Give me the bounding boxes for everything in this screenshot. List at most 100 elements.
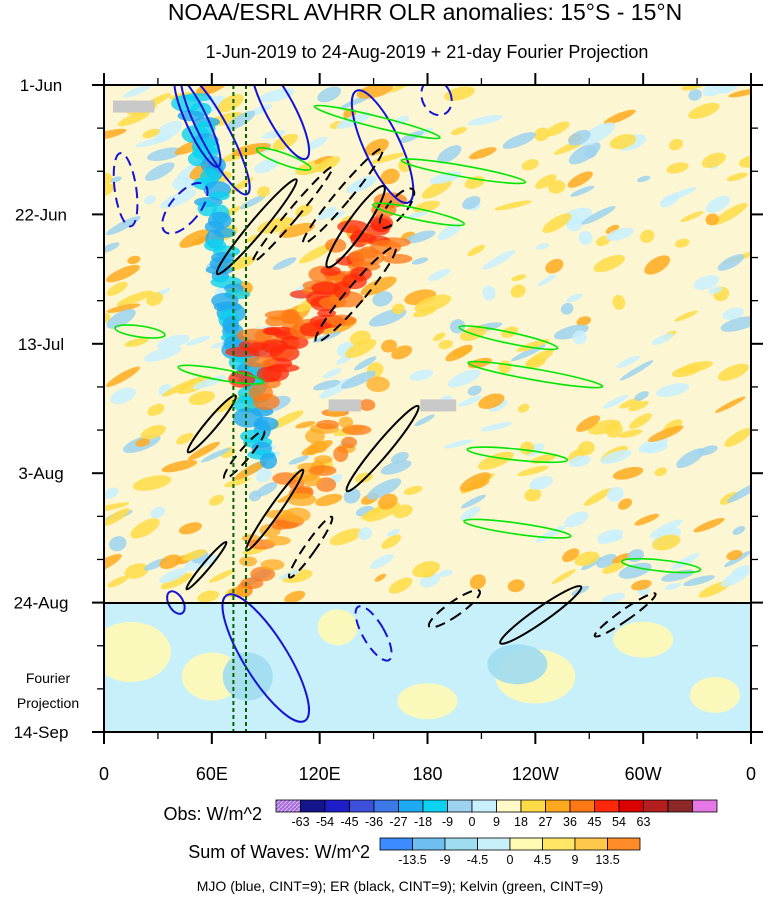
anomaly-patch bbox=[661, 187, 697, 203]
y-tick-label: 1-Jun bbox=[20, 76, 63, 95]
anomaly-patch bbox=[358, 399, 376, 411]
anomaly-patch bbox=[603, 109, 636, 125]
obs-color-box bbox=[594, 799, 620, 813]
waves-color-box bbox=[412, 837, 446, 851]
anomaly-patch bbox=[309, 441, 328, 453]
anomaly-patch bbox=[329, 528, 363, 546]
anomaly-patch bbox=[688, 102, 720, 119]
anomaly-patch bbox=[245, 234, 261, 243]
projection-label-line-1: Fourier bbox=[26, 670, 71, 686]
obs-level-label: 27 bbox=[539, 815, 553, 829]
anomaly-patch bbox=[104, 487, 119, 499]
anomaly-patch bbox=[299, 322, 325, 337]
anomaly-patch bbox=[638, 436, 668, 453]
anomaly-patch bbox=[482, 250, 516, 270]
obs-color-box bbox=[618, 799, 644, 813]
anomaly-patch bbox=[244, 356, 276, 368]
anomaly-patch bbox=[683, 575, 715, 587]
anomaly-patch bbox=[109, 536, 127, 552]
obs-level-label: 54 bbox=[612, 815, 626, 829]
projection-label-line-2: Projection bbox=[17, 695, 79, 711]
anomaly-patch bbox=[507, 579, 525, 593]
anomaly-patch bbox=[217, 94, 244, 113]
anomaly-patch bbox=[317, 206, 337, 221]
anomaly-patch bbox=[619, 360, 654, 381]
anomaly-patch bbox=[428, 268, 451, 282]
anomaly-patch bbox=[257, 186, 270, 198]
anomaly-patch bbox=[326, 314, 357, 327]
er-contour bbox=[302, 147, 385, 245]
waves-level-label: -13.5 bbox=[398, 853, 427, 867]
obs-color-box bbox=[398, 799, 424, 813]
anomaly-patch bbox=[370, 152, 406, 164]
anomaly-patch bbox=[135, 438, 150, 447]
anomaly-patch bbox=[566, 217, 584, 232]
x-tick-label: 60W bbox=[625, 764, 662, 784]
anomaly-patch bbox=[178, 522, 202, 535]
anomaly-patch bbox=[535, 525, 567, 543]
anomaly-patch bbox=[182, 549, 207, 561]
obs-level-label: -9 bbox=[442, 815, 453, 829]
anomaly-patch bbox=[524, 488, 542, 502]
anomaly-patch bbox=[323, 368, 342, 379]
anomaly-patch bbox=[634, 513, 659, 526]
anomaly-patch bbox=[551, 569, 576, 585]
anomaly-patch bbox=[511, 274, 527, 282]
anomaly-patch bbox=[357, 527, 373, 540]
obs-color-box bbox=[569, 799, 595, 813]
anomaly-patch bbox=[631, 579, 652, 591]
anomaly-patch bbox=[338, 416, 354, 428]
obs-level-label: 0 bbox=[469, 815, 476, 829]
mjo-contour bbox=[180, 85, 251, 196]
obs-color-box bbox=[667, 799, 693, 813]
anomaly-patch bbox=[159, 554, 182, 570]
obs-color-box bbox=[373, 799, 399, 813]
anomaly-patch bbox=[713, 202, 748, 225]
anomaly-patch bbox=[279, 222, 315, 238]
anomaly-patch bbox=[295, 421, 316, 429]
anomaly-patch bbox=[517, 465, 549, 477]
er-contour bbox=[222, 429, 266, 480]
waves-level-label: 0 bbox=[507, 853, 514, 867]
obs-color-box bbox=[496, 799, 522, 813]
anomaly-patch bbox=[412, 561, 440, 578]
anomaly-patch bbox=[701, 152, 726, 168]
anomaly-patch bbox=[467, 114, 503, 126]
anomaly-patch bbox=[313, 379, 341, 391]
x-tick-label: 0 bbox=[746, 764, 756, 784]
er-contour bbox=[345, 404, 420, 493]
anomaly-patch bbox=[341, 436, 357, 449]
anomaly-patch bbox=[601, 592, 626, 604]
anomaly-patch bbox=[467, 385, 482, 396]
anomaly-patch bbox=[200, 447, 231, 463]
anomaly-patch bbox=[315, 493, 343, 507]
anomaly-patch bbox=[261, 129, 286, 139]
anomaly-patch bbox=[106, 216, 141, 236]
anomaly-patch bbox=[568, 129, 591, 146]
obs-color-box bbox=[447, 799, 473, 813]
anomaly-patch bbox=[370, 554, 394, 569]
anomaly-patch bbox=[602, 394, 629, 409]
waves-level-label: -4.5 bbox=[467, 853, 489, 867]
anomaly-patch bbox=[719, 85, 738, 94]
anomaly-patch bbox=[437, 223, 462, 241]
anomaly-patch bbox=[666, 162, 689, 174]
chart-title: NOAA/ESRL AVHRR OLR anomalies: 15°S - 15… bbox=[168, 0, 682, 25]
anomaly-patch bbox=[317, 86, 342, 103]
anomaly-patch bbox=[337, 220, 368, 234]
anomaly-patch bbox=[345, 339, 377, 358]
anomaly-patch bbox=[192, 236, 209, 246]
obs-level-label: 9 bbox=[493, 815, 500, 829]
er-contour bbox=[378, 187, 416, 229]
anomaly-patch bbox=[693, 275, 719, 290]
anomaly-patch bbox=[574, 551, 600, 566]
projection-patch bbox=[397, 683, 458, 720]
waves-level-label: -9 bbox=[439, 853, 450, 867]
anomaly-patch bbox=[109, 176, 122, 183]
obs-level-label: -54 bbox=[316, 815, 334, 829]
projection-patch bbox=[104, 621, 171, 682]
er-contour bbox=[185, 540, 228, 591]
x-tick-label: 0 bbox=[99, 764, 109, 784]
anomaly-patch bbox=[618, 498, 632, 510]
anomaly-patch bbox=[366, 376, 390, 393]
